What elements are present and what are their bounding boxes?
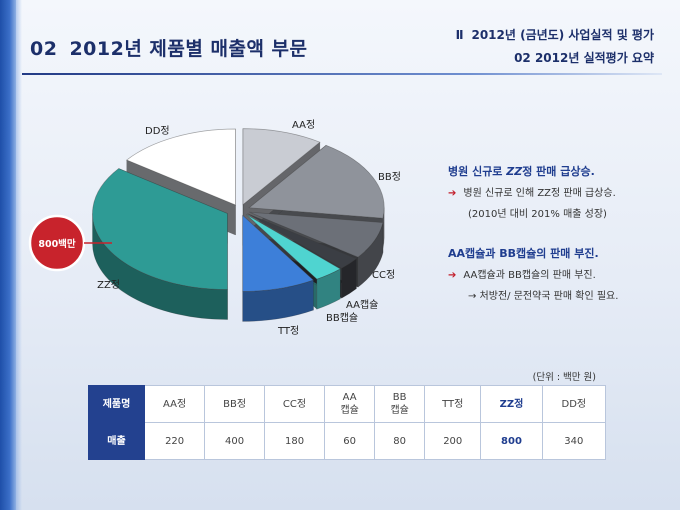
callout-1-line-1-text: 병원 신규로 인해 ZZ정 판매 급상승. [463, 188, 616, 199]
sales-value-cell: 800 [480, 422, 543, 460]
pie-slice-label: TT정 [277, 325, 299, 337]
pie-slice-label: CC정 [372, 269, 395, 281]
pie-slice-label: ZZ정 [97, 279, 120, 291]
chapter-title: 2012년 (금년도) 사업실적 및 평가 [471, 28, 654, 42]
pie-slice-6 [92, 168, 228, 290]
callout-2-title-pre: AA캡슐과 BB캡슐의 판매 부진. [448, 247, 599, 260]
arrow-right-icon: ➔ [448, 270, 457, 281]
pie-slice-label: BB정 [378, 171, 401, 183]
callout-1-title-pre: 병원 신규로 [448, 165, 507, 178]
table-row-sales: 매출 220 400 180 60 80 200 800 340 [88, 422, 607, 460]
product-name-cell: BB 캡슐 [374, 385, 426, 423]
page-title: 02 2012년 제품별 매출액 부문 [30, 34, 308, 61]
pie-slice-4 [245, 214, 341, 280]
callout-2-line-1: ➔ AA캡슐과 BB캡슐의 판매 부진. [448, 266, 596, 281]
product-name-cell: ZZ정 [480, 385, 543, 423]
callout-1-title: 병원 신규로 ZZ정 판매 급상승. [448, 163, 595, 179]
left-accent-bar [0, 0, 16, 510]
header-breadcrumb: Ⅱ 2012년 (금년도) 사업실적 및 평가 02 2012년 실적평가 요약 [456, 24, 654, 70]
product-name-cell: AA정 [143, 385, 206, 423]
section-number: 02 [30, 38, 58, 60]
product-name-cell: DD정 [541, 385, 607, 423]
row-header-sales: 매출 [88, 422, 145, 460]
sales-value-cell: 400 [204, 422, 265, 460]
pie-slice-label: AA캡슐 [346, 299, 378, 311]
pie-slice-label: BB캡슐 [326, 312, 358, 324]
sales-table: 제품명 AA정 BB정 CC정 AA 캡슐 BB 캡슐 TT정 ZZ정 DD정 매출 220 400… [88, 385, 607, 460]
product-name-cell: CC정 [263, 385, 326, 423]
callout-1-line-1: ➔ 병원 신규로 인해 ZZ정 판매 급상승. [448, 184, 616, 199]
sales-value-cell: 200 [424, 422, 482, 460]
left-accent-glow [16, 0, 22, 510]
pie-slice-7 [126, 128, 236, 206]
product-name-cell: BB정 [204, 385, 265, 423]
pie-slice-5 [242, 214, 315, 292]
pie-slice-1 [248, 144, 385, 219]
callout-2-title: AA캡슐과 BB캡슐의 판매 부진. [448, 245, 599, 261]
callout-2-line-2: → 처방전/ 문전약국 판매 확인 필요. [468, 291, 619, 302]
pie-tops [92, 128, 385, 292]
chapter-roman-numeral: Ⅱ [455, 28, 464, 42]
sales-value-cell: 340 [541, 422, 607, 460]
arrow-right-icon: ➔ [448, 188, 457, 199]
table-unit-note: (단위 : 백만 원) [532, 372, 596, 383]
sales-value-cell: 60 [324, 422, 376, 460]
callout-1-title-post: 정 판매 급상승. [522, 165, 595, 178]
callout-1-line-2: (2010년 대비 201% 매출 성장) [468, 209, 607, 220]
sales-value-cell: 220 [143, 422, 206, 460]
product-name-cell: AA 캡슐 [324, 385, 376, 423]
callout-2-line-1-text: AA캡슐과 BB캡슐의 판매 부진. [463, 270, 596, 281]
callout-badge-text: 800백만 [38, 238, 76, 250]
pie-slice-3 [247, 213, 358, 269]
product-name-cell: TT정 [424, 385, 482, 423]
callout-badge-group: 800백만 [28, 214, 112, 272]
breadcrumb-line-2: 02 2012년 실적평가 요약 [514, 51, 654, 65]
section-title: 2012년 제품별 매출액 부문 [69, 38, 308, 60]
table-row-products: 제품명 AA정 BB정 CC정 AA 캡슐 BB 캡슐 TT정 ZZ정 DD정 [88, 385, 607, 423]
callout-1-title-em: ZZ [506, 165, 523, 178]
header-divider [22, 73, 662, 75]
pie-slice-label: DD정 [145, 125, 170, 137]
sales-value-cell: 80 [374, 422, 426, 460]
pie-slice-2 [249, 211, 384, 258]
sales-value-cell: 180 [263, 422, 326, 460]
pie-slice-0 [242, 128, 321, 206]
breadcrumb-line-1: Ⅱ 2012년 (금년도) 사업실적 및 평가 [456, 24, 654, 47]
row-header-product: 제품명 [88, 385, 145, 423]
pie-slice-label: AA정 [292, 119, 315, 131]
